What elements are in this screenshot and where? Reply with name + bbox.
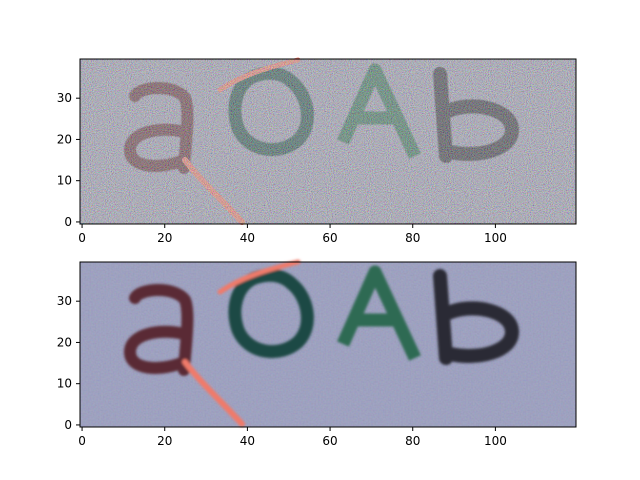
bottom-glyph-b [433,269,520,365]
bottom-strike-line-upper [217,259,301,295]
bottom-y-tick-label: 20 [57,335,72,349]
bottom-glyph-a [123,284,194,376]
top-image-panel: 0 20 40 60 80 100 0 10 20 30 [57,57,577,245]
bottom-image-panel: 0 20 40 60 80 100 0 10 20 30 [57,259,577,448]
top-x-tick-label: 0 [78,231,86,245]
bottom-glyph-A [337,265,421,361]
top-x-tick-label: 80 [405,231,420,245]
bottom-x-tick-label: 60 [322,434,337,448]
bottom-y-tick-label: 30 [57,294,72,308]
bottom-image [80,259,576,427]
bottom-axes-frame [79,261,577,428]
bottom-x-tick-label: 40 [240,434,255,448]
top-noise-overlay [80,59,576,224]
top-y-axis: 0 10 20 30 [57,91,80,229]
top-axes-frame [79,58,577,225]
bottom-y-tick-label: 0 [64,418,72,432]
bottom-x-tick-label: 80 [405,434,420,448]
bottom-captcha-glyphs [123,259,520,427]
top-x-tick-label: 20 [157,231,172,245]
top-y-tick-label: 10 [57,174,72,188]
top-image [80,57,576,225]
bottom-x-tick-label: 0 [78,434,86,448]
bottom-x-tick-label: 100 [484,434,507,448]
top-y-tick-label: 0 [64,215,72,229]
bottom-x-axis: 0 20 40 60 80 100 [78,427,507,448]
bottom-y-axis: 0 10 20 30 [57,294,80,432]
top-x-tick-label: 100 [484,231,507,245]
top-x-tick-label: 40 [240,231,255,245]
top-y-tick-label: 20 [57,132,72,146]
bottom-glyph-o [228,268,314,359]
top-x-tick-label: 60 [322,231,337,245]
bottom-strike-line-lower [182,359,245,427]
bottom-y-tick-label: 10 [57,377,72,391]
top-x-axis: 0 20 40 60 80 100 [78,224,507,245]
bottom-x-tick-label: 20 [157,434,172,448]
top-y-tick-label: 30 [57,91,72,105]
